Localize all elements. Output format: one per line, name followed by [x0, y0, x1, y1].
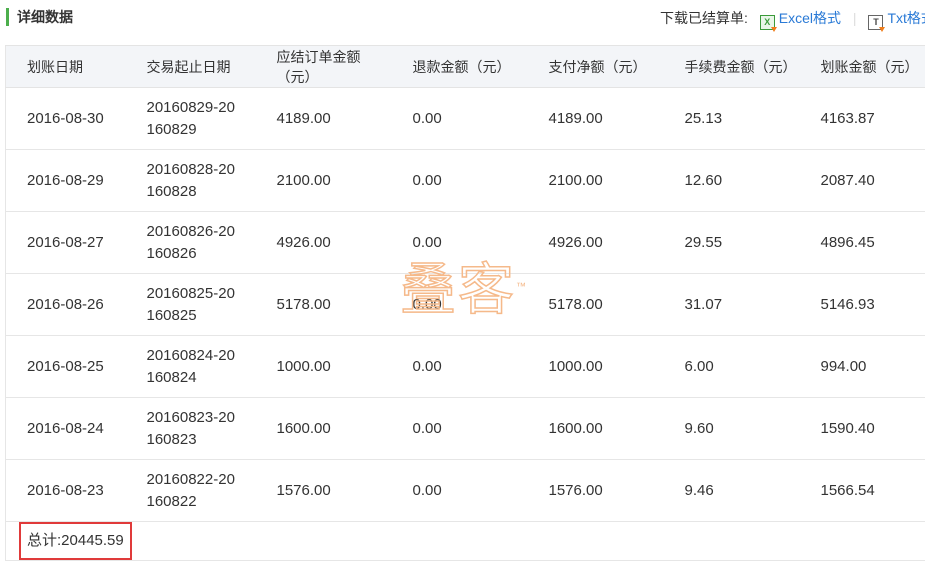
table-cell: 29.55: [663, 211, 800, 274]
table-row: 2016-08-29 20160828-20160828 2100.00 0.00 21…: [5, 149, 925, 212]
table-row: 2016-08-27 20160826-20160826 4926.00 0.00 49…: [5, 211, 925, 274]
table-cell: 0.00: [391, 87, 528, 150]
divider: |: [852, 10, 857, 26]
table-cell: 994.00: [799, 335, 925, 398]
table-cell: 1576.00: [527, 459, 664, 522]
section-title: 详细数据: [6, 8, 73, 26]
table-cell: 4189.00: [527, 87, 664, 150]
txt-file-icon: T: [868, 15, 886, 32]
table-cell: 2016-08-23: [5, 459, 126, 522]
column-header: 退款金额（元）: [391, 45, 528, 88]
total-amount: 总计:20445.59: [19, 522, 132, 560]
table-row: 2016-08-25 20160824-20160824 1000.00 0.00 10…: [5, 335, 925, 398]
column-header: 交易起止日期: [125, 45, 256, 88]
table-cell: 25.13: [663, 87, 800, 150]
table-row: 2016-08-24 20160823-20160823 1600.00 0.00 16…: [5, 397, 925, 460]
table-cell: 2100.00: [255, 149, 392, 212]
table-cell: 0.00: [391, 397, 528, 460]
column-header: 手续费金额（元）: [663, 45, 800, 88]
column-header: 应结订单金额（元）: [255, 45, 392, 88]
table-cell: 5178.00: [527, 273, 664, 336]
column-header: 划账日期: [5, 45, 126, 88]
download-excel-link[interactable]: Excel格式: [778, 10, 842, 26]
table-cell: 1566.54: [799, 459, 925, 522]
table-cell: 2016-08-24: [5, 397, 126, 460]
table-cell: 4163.87: [799, 87, 925, 150]
column-header: 划账金额（元）: [799, 45, 925, 88]
table-cell: 5178.00: [255, 273, 392, 336]
table-row: 2016-08-23 20160822-20160822 1576.00 0.00 15…: [5, 459, 925, 522]
table-cell: 2016-08-29: [5, 149, 126, 212]
table-cell: 1000.00: [527, 335, 664, 398]
table-cell: 0.00: [391, 459, 528, 522]
table-cell: 5146.93: [799, 273, 925, 336]
table-cell: 20160825-20160825: [125, 273, 256, 336]
table-cell: 1600.00: [527, 397, 664, 460]
table-cell: 9.46: [663, 459, 800, 522]
table-cell: 2016-08-27: [5, 211, 126, 274]
table-cell: 1000.00: [255, 335, 392, 398]
table-cell: 4926.00: [527, 211, 664, 274]
table-cell: 20160824-20160824: [125, 335, 256, 398]
table-cell: 2016-08-26: [5, 273, 126, 336]
column-header: 支付净额（元）: [527, 45, 664, 88]
table-cell: 20160826-20160826: [125, 211, 256, 274]
table-cell: 1576.00: [255, 459, 392, 522]
table-row: 2016-08-30 20160829-20160829 4189.00 0.00 41…: [5, 87, 925, 150]
table-cell: 2100.00: [527, 149, 664, 212]
table-cell: 20160829-20160829: [125, 87, 256, 150]
table-cell: 2016-08-30: [5, 87, 126, 150]
table-cell: 4926.00: [255, 211, 392, 274]
excel-file-icon: X: [759, 15, 777, 32]
table-cell: 4189.00: [255, 87, 392, 150]
table-cell: 31.07: [663, 273, 800, 336]
table-cell: 1600.00: [255, 397, 392, 460]
table-cell: 0.00: [391, 211, 528, 274]
table-row: 2016-08-26 20160825-20160825 5178.00 0.00 51…: [5, 273, 925, 336]
download-label: 下载已结算单:: [660, 10, 748, 26]
table-cell: 20160823-20160823: [125, 397, 256, 460]
table-cell: 20160828-20160828: [125, 149, 256, 212]
table-cell: 6.00: [663, 335, 800, 398]
table-cell: 0.00: [391, 273, 528, 336]
table-cell: 4896.45: [799, 211, 925, 274]
download-txt-link[interactable]: Txt格式: [887, 10, 925, 26]
total-row: 总计:20445.59: [5, 521, 925, 561]
table-cell: 0.00: [391, 149, 528, 212]
table-cell: 1590.40: [799, 397, 925, 460]
table-cell: 2016-08-25: [5, 335, 126, 398]
table-cell: 20160822-20160822: [125, 459, 256, 522]
table-cell: 9.60: [663, 397, 800, 460]
table-cell: 0.00: [391, 335, 528, 398]
settlement-table: 划账日期 交易起止日期 应结订单金额（元） 退款金额（元） 支付净额（元） 手续费金额（元…: [5, 45, 925, 561]
table-cell: 12.60: [663, 149, 800, 212]
table-cell: 2087.40: [799, 149, 925, 212]
